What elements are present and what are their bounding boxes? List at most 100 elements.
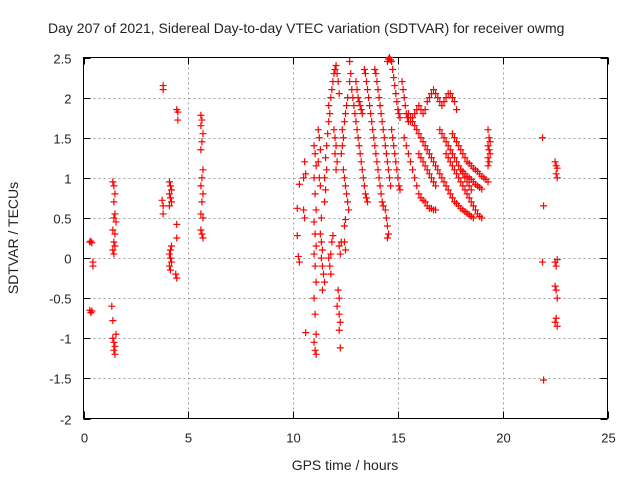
data-point [312,206,320,214]
chart-title: Day 207 of 2021, Sidereal Day-to-day VTE… [48,20,564,36]
data-point [352,78,360,86]
data-point [356,150,364,158]
data-point [551,158,559,166]
data-point [392,90,400,98]
data-point [368,118,376,126]
data-point [373,78,381,86]
data-point [88,307,96,315]
data-point [109,226,117,234]
data-point [459,150,467,158]
data-point [174,116,182,124]
data-point [485,134,493,142]
data-point [384,166,392,174]
data-point [198,174,206,182]
data-point [352,118,360,126]
data-point [378,198,386,206]
data-point [321,174,329,182]
data-point [310,338,318,346]
data-point [552,286,560,294]
data-point [378,118,386,126]
data-point [364,198,372,206]
data-point [421,162,429,170]
data-point [199,190,207,198]
data-point [390,74,398,82]
data-point [401,102,409,110]
data-point [553,322,561,330]
data-point [344,198,352,206]
data-point [294,252,302,260]
data-point [427,174,435,182]
plot-frame [83,57,608,419]
y-tick-labels: -2 -1.5 -1 -0.5 0 0.5 1 1.5 2 2.5 [49,52,71,428]
data-point [310,218,318,226]
data-point [326,262,334,270]
data-point [340,238,348,246]
data-point [109,317,117,325]
data-point [110,238,118,246]
data-point [293,232,301,240]
data-point [406,158,414,166]
data-point [421,106,429,114]
data-point [332,166,340,174]
data-point [540,202,548,210]
data-point [342,182,349,190]
data-point [413,126,421,134]
data-point [173,234,181,242]
data-point [199,234,207,242]
data-point [343,190,351,198]
data-point [450,134,458,142]
data-point [400,134,408,142]
data-point [295,180,303,188]
data-point [382,214,390,222]
data-point [444,142,452,150]
data-point [199,214,207,222]
data-point [357,106,365,114]
data-point [327,250,335,258]
data-point [419,138,427,146]
data-point [198,138,206,146]
data-point [446,90,454,98]
data-point [461,154,469,162]
data-point [336,344,344,352]
data-point [331,134,339,142]
data-point [409,118,417,126]
y-tick-label: 1.5 [53,132,71,147]
x-axis-title: GPS time / hours [292,457,399,473]
data-point [448,130,456,138]
data-point [340,174,348,182]
data-point [315,134,323,142]
y-tick-label: 2.5 [53,52,71,67]
data-point [311,190,319,198]
data-point [417,134,425,142]
data-point [465,182,473,190]
data-point [111,230,119,238]
data-point [172,270,180,278]
data-point [446,158,454,166]
data-point [444,186,452,194]
data-point [461,186,469,194]
data-point [295,258,303,266]
data-point [314,158,322,166]
data-point [159,210,167,218]
data-point [110,182,118,190]
data-point [333,70,341,78]
data-point [419,110,427,118]
data-point [334,286,342,294]
data-point [411,122,419,130]
data-point [459,182,467,190]
data-point [198,116,206,124]
data-point [347,70,355,78]
data-point [436,170,444,178]
data-point [354,134,362,142]
data-point [89,262,97,270]
data-point [455,162,463,170]
data-point [354,94,362,102]
data-point [361,70,369,78]
y-axis-title: SDTVAR / TECUs [5,182,21,294]
data-point [434,166,442,174]
data-point [111,242,119,250]
data-point [430,158,438,166]
data-point [110,346,118,354]
data-point [442,182,450,190]
y-tick-label: -2 [60,413,72,428]
